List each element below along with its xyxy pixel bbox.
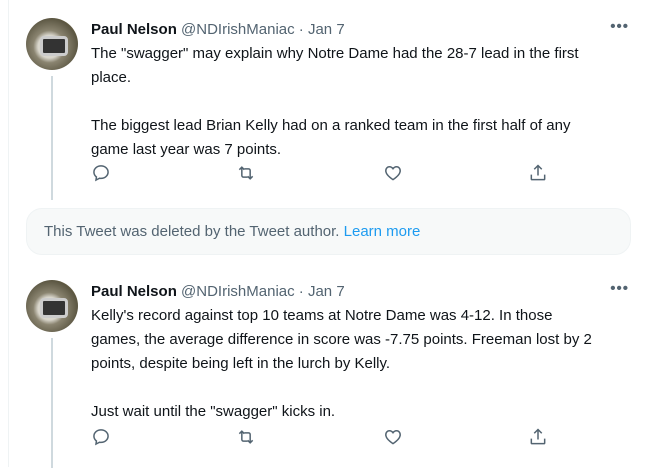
like-icon[interactable]	[383, 427, 403, 447]
thread-line	[51, 338, 53, 468]
tweet-text: Kelly's record against top 10 teams at N…	[91, 307, 592, 420]
tweet-2[interactable]: Paul Nelson @NDIrishManiac · Jan 7 ••• K…	[0, 262, 649, 468]
share-icon[interactable]	[528, 427, 548, 447]
avatar[interactable]	[26, 280, 78, 332]
author-handle[interactable]: @NDIrishManiac	[181, 21, 295, 38]
author-handle[interactable]: @NDIrishManiac	[181, 283, 295, 300]
tweet-date[interactable]: Jan 7	[307, 21, 345, 38]
share-icon[interactable]	[528, 163, 548, 183]
retweet-icon[interactable]	[236, 427, 256, 447]
retweet-icon[interactable]	[236, 163, 256, 183]
author-name[interactable]: Paul Nelson	[91, 21, 177, 38]
separator: ·	[298, 21, 304, 38]
author-name[interactable]: Paul Nelson	[91, 283, 177, 300]
deleted-tweet-notice: This Tweet was deleted by the Tweet auth…	[26, 208, 631, 255]
more-icon[interactable]: •••	[610, 280, 629, 297]
tweet-header: Paul Nelson @NDIrishManiac · Jan 7	[91, 282, 345, 302]
tweet-text: The "swagger" may explain why Notre Dame…	[91, 45, 579, 158]
separator: ·	[298, 283, 304, 300]
avatar[interactable]	[26, 18, 78, 70]
tweet-header: Paul Nelson @NDIrishManiac · Jan 7	[91, 20, 345, 40]
thread-line	[51, 76, 53, 200]
learn-more-link[interactable]: Learn more	[343, 223, 421, 240]
deleted-text: This Tweet was deleted by the Tweet auth…	[44, 223, 340, 240]
timeline-border	[8, 0, 9, 467]
tweet-date[interactable]: Jan 7	[307, 283, 345, 300]
tweet-1[interactable]: Paul Nelson @NDIrishManiac · Jan 7 ••• T…	[0, 0, 649, 200]
reply-icon[interactable]	[91, 427, 111, 447]
reply-icon[interactable]	[91, 163, 111, 183]
tweet-actions	[91, 427, 551, 447]
more-icon[interactable]: •••	[610, 18, 629, 35]
like-icon[interactable]	[383, 163, 403, 183]
tweet-actions	[91, 163, 551, 183]
